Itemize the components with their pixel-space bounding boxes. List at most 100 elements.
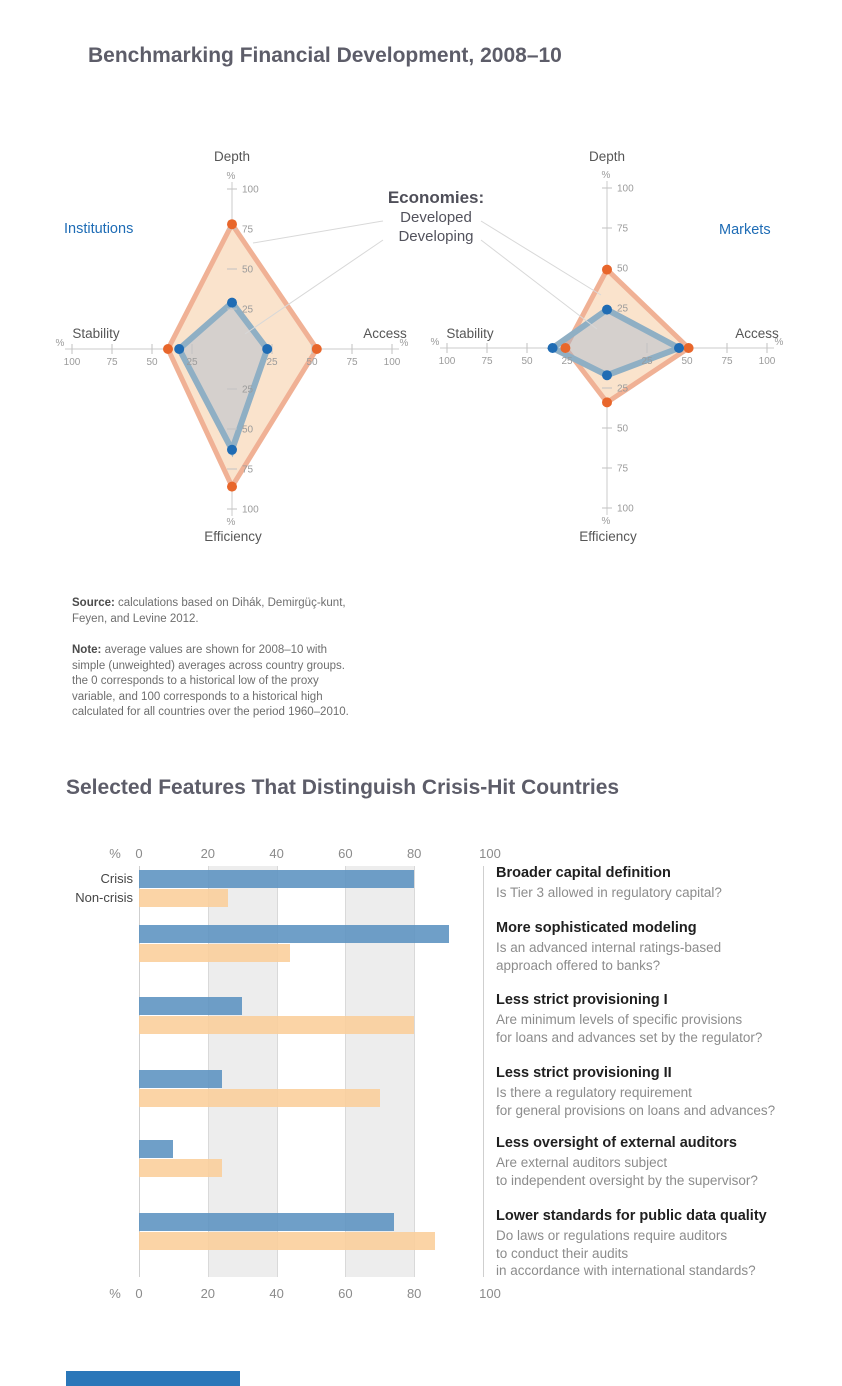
- source-line-1: Source: calculations based on Dihák, Dem…: [72, 597, 346, 609]
- tick-label: 75: [481, 356, 493, 367]
- crisis-bar: [139, 870, 415, 888]
- tick-label: 25: [617, 384, 629, 395]
- axis-tick-60: 60: [338, 1286, 353, 1301]
- radar-chart-institutions: 25 25 25 25 50 50 50 50 75 75 75 75 100 100 100 100%%%%: [56, 171, 409, 528]
- tick-label: 75: [242, 225, 254, 236]
- axis-label-depth-institutions: Depth: [213, 149, 251, 164]
- legend-item-developing: Developing: [398, 228, 474, 245]
- tick-label: 75: [346, 357, 358, 368]
- non-crisis-bar: [139, 1016, 415, 1034]
- developed-point: [227, 219, 237, 230]
- tick-label: 100: [242, 505, 259, 516]
- axis-tick-20: 20: [200, 1286, 216, 1301]
- crisis-bar: [139, 1070, 222, 1088]
- developing-point: [674, 343, 684, 353]
- tick-label: 100: [384, 357, 401, 368]
- axis-label-access-markets: Access: [735, 326, 779, 341]
- tick-label: 100: [617, 504, 634, 515]
- section-title: Selected Features That Distinguish Crisi…: [66, 776, 620, 799]
- tick-label: 75: [106, 357, 118, 368]
- source-line-2: Feyen, and Levine 2012.: [72, 612, 199, 625]
- feature-block: Less strict provisioning II Is there a re…: [496, 1065, 842, 1119]
- note-label: Note:: [72, 644, 102, 656]
- percent-symbol: %: [227, 171, 236, 182]
- series-label-non-crisis: Non-crisis: [75, 890, 133, 905]
- note-line-5: calculated for all countries over the pe…: [72, 706, 349, 718]
- tick-label: 75: [617, 464, 629, 475]
- tick-label: 75: [617, 224, 629, 235]
- note-line-2: simple (unweighted) averages across coun…: [72, 659, 345, 672]
- tick-label: 100: [242, 185, 259, 196]
- developed-point: [311, 344, 322, 354]
- tick-label: 25: [242, 305, 254, 316]
- percent-symbol: %: [56, 338, 65, 349]
- axis-label-efficiency-markets: Efficiency: [579, 529, 637, 544]
- developed-point: [163, 344, 173, 354]
- gridline-60: [345, 866, 347, 1277]
- axis-label-depth-markets: Depth: [588, 149, 626, 164]
- tick-label: 75: [721, 356, 733, 367]
- callout-developing-right: [480, 239, 598, 330]
- feature-description-line: for loans and advances set by the regula…: [496, 1029, 763, 1045]
- non-crisis-bar: [139, 944, 291, 962]
- feature-block: Less oversight of external auditors Are e…: [496, 1135, 842, 1189]
- crisis-bar: [139, 1140, 174, 1158]
- gridline-40: [276, 866, 278, 1277]
- tick-label: 25: [186, 357, 198, 368]
- non-crisis-bar: [139, 889, 229, 907]
- feature-description-line: Are minimum levels of specific provision…: [496, 1012, 743, 1027]
- bar-plot-area: [139, 866, 485, 1277]
- legend: Economies: Developed Developing: [351, 188, 521, 246]
- non-crisis-bar: [139, 1089, 380, 1107]
- feature-title: More sophisticated modeling: [496, 920, 697, 936]
- feature-title: Less oversight of external auditors: [496, 1135, 737, 1151]
- feature-title: Lower standards for public data quality: [496, 1208, 767, 1224]
- axis-tick-100: 100: [479, 846, 501, 861]
- tick-label: 50: [617, 264, 629, 275]
- crisis-bar: [139, 997, 243, 1015]
- feature-title: Less strict provisioning II: [496, 1065, 672, 1081]
- tick-label: 25: [266, 357, 278, 368]
- note-line-1: Note: average values are shown for 2008–…: [72, 644, 328, 656]
- axis-tick-40: 40: [269, 1286, 284, 1301]
- feature-block: Broader capital definition Is Tier 3 allo…: [496, 865, 842, 902]
- axis-tick-0: 0: [135, 846, 143, 861]
- series-label-crisis: Crisis: [100, 871, 134, 886]
- gridline-100: [483, 866, 484, 1277]
- legend-item-developed: Developed: [400, 209, 472, 226]
- axis-tick-0: 0: [135, 1286, 143, 1301]
- note-line-4: variable, and 100 corresponds to a histo…: [72, 690, 323, 703]
- developing-point: [602, 304, 612, 315]
- bar-axis-bottom: % 0 20 40 60 80 100: [0, 1286, 842, 1302]
- bar-axis-top: % 0 20 40 60 80 100: [0, 846, 842, 862]
- percent-symbol: %: [109, 846, 121, 861]
- developing-point: [174, 344, 185, 354]
- developing-point: [227, 444, 237, 455]
- tick-label: 100: [439, 356, 456, 367]
- feature-description-line: Is an advanced internal ratings-based: [496, 940, 722, 955]
- crisis-bar: [139, 1213, 394, 1231]
- non-crisis-bar: [139, 1159, 222, 1177]
- percent-symbol: %: [400, 338, 409, 349]
- crisis-bar: [139, 925, 449, 943]
- feature-description-line: approach offered to banks?: [496, 957, 661, 973]
- axis-tick-80: 80: [406, 1286, 422, 1301]
- feature-description-line: Do laws or regulations require auditors: [496, 1228, 728, 1243]
- axis-tick-100: 100: [479, 1286, 501, 1301]
- axis-label-stability-markets: Stability: [446, 326, 494, 341]
- feature-description-line: Are external auditors subject: [496, 1155, 668, 1170]
- axis-label-efficiency-institutions: Efficiency: [204, 529, 262, 544]
- feature-block: More sophisticated modeling Is an advance…: [496, 920, 842, 974]
- legend-callout-lines: [244, 220, 602, 335]
- source-label: Source:: [72, 597, 115, 609]
- feature-title: Less strict provisioning I: [496, 992, 668, 1008]
- tick-label: 50: [242, 425, 254, 436]
- percent-symbol: %: [602, 516, 611, 527]
- tick-label: 50: [681, 356, 693, 367]
- axis-label-access-institutions: Access: [363, 326, 407, 341]
- tick-label: 50: [521, 356, 533, 367]
- feature-description-line: for general provisions on loans and adva…: [496, 1102, 776, 1118]
- callout-developed-left: [252, 220, 384, 244]
- tick-label: 100: [759, 356, 776, 367]
- page-title: Benchmarking Financial Development, 2008…: [88, 44, 562, 67]
